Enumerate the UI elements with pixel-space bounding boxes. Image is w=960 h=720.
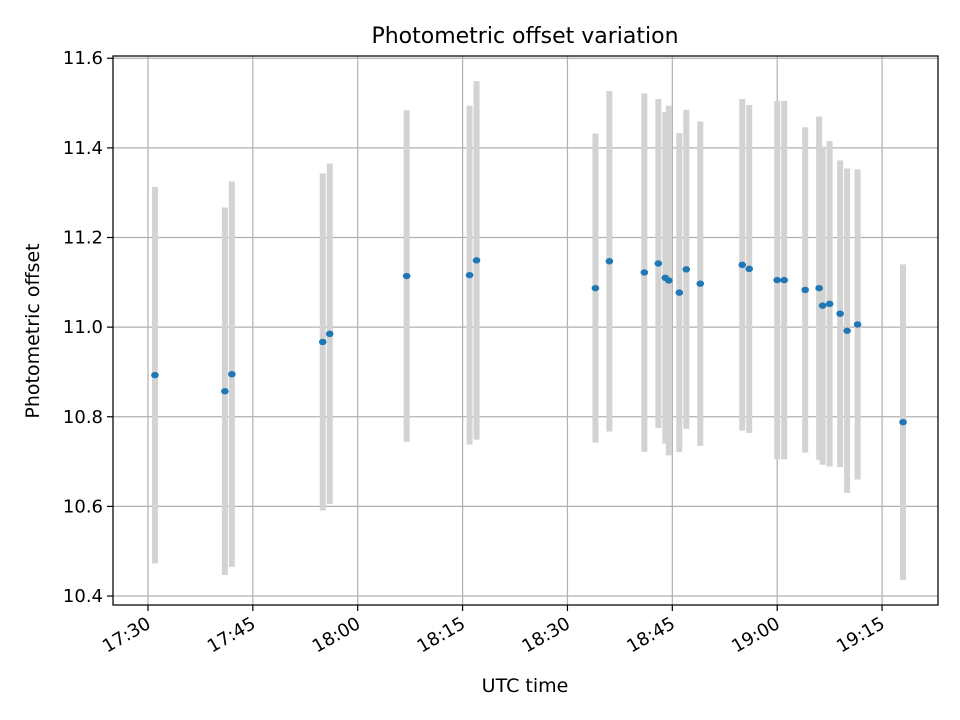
data-point	[825, 300, 834, 308]
y-tick-label: 10.4	[63, 586, 103, 607]
data-point	[899, 418, 907, 426]
x-axis-label: UTC time	[482, 675, 569, 697]
x-tick-label: 19:15	[833, 613, 888, 657]
chart-title: Photometric offset variation	[371, 24, 678, 49]
x-tick-label: 18:15	[414, 613, 469, 657]
data-point	[221, 388, 229, 395]
data-point	[780, 276, 788, 284]
data-point	[745, 265, 754, 273]
data-point	[665, 277, 673, 284]
data-point	[853, 321, 862, 328]
plot-frame	[112, 55, 939, 606]
data-point	[640, 269, 649, 276]
x-axis-ticks: 17:30 17:45 18:00 18:15 18:30 18:45 19:00 19:15	[99, 605, 889, 657]
x-tick-label: 17:30	[99, 613, 154, 657]
y-axis-ticks: 10.4 10.6 10.8 11.0 11.2 11.4 11.6	[63, 48, 113, 607]
data-point	[818, 302, 827, 309]
error-bars	[151, 81, 907, 580]
data-point	[696, 280, 705, 287]
x-tick-label: 18:00	[309, 613, 364, 657]
data-point	[402, 272, 411, 280]
x-tick-label: 18:45	[623, 613, 678, 657]
data-point	[228, 370, 236, 378]
data-point	[325, 330, 334, 338]
x-tick-label: 18:30	[519, 613, 574, 657]
y-tick-label: 11.6	[63, 48, 103, 69]
x-tick-label: 19:00	[728, 613, 783, 657]
data-points	[151, 257, 907, 426]
data-point	[836, 310, 844, 317]
grid-lines	[113, 56, 938, 605]
y-tick-label: 11.2	[63, 228, 103, 249]
data-point	[843, 327, 851, 334]
data-point	[605, 258, 614, 265]
data-point	[773, 276, 781, 284]
data-point	[815, 284, 823, 292]
y-axis-label: Photometric offset	[22, 243, 44, 418]
x-tick-label: 17:45	[204, 613, 259, 657]
y-tick-label: 11.0	[63, 317, 103, 338]
data-point	[738, 261, 747, 269]
data-point	[675, 289, 684, 296]
data-point	[472, 257, 481, 264]
y-tick-label: 10.6	[63, 496, 103, 517]
data-point	[151, 371, 159, 379]
y-tick-label: 11.4	[63, 138, 103, 159]
data-point	[318, 338, 327, 346]
y-tick-label: 10.8	[63, 407, 103, 428]
data-point	[682, 266, 691, 273]
data-point	[591, 284, 600, 292]
data-point	[465, 271, 474, 279]
data-point	[654, 260, 663, 267]
data-point	[801, 286, 809, 294]
